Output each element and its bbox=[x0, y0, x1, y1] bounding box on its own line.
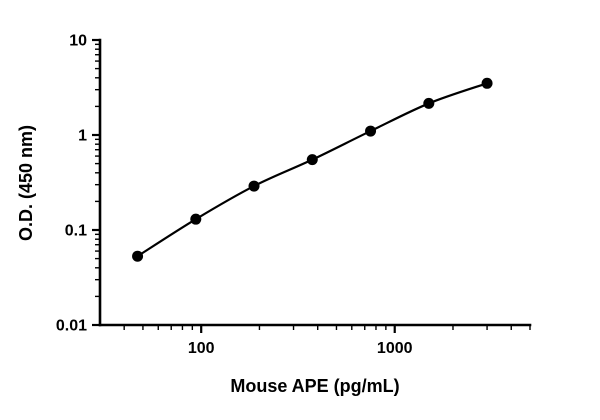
data-point-marker bbox=[306, 154, 318, 166]
x-tick-label: 100 bbox=[188, 340, 215, 357]
data-point-marker bbox=[132, 250, 144, 262]
y-tick-label: 0.1 bbox=[65, 223, 87, 240]
data-series-layer bbox=[132, 77, 493, 262]
data-point-marker bbox=[365, 125, 377, 137]
y-tick-label: 1 bbox=[78, 128, 87, 145]
data-point-marker bbox=[190, 213, 202, 225]
data-point-marker bbox=[481, 77, 493, 89]
series-curve bbox=[136, 82, 489, 258]
x-axis-title: Mouse APE (pg/mL) bbox=[230, 376, 399, 396]
y-tick-label: 0.01 bbox=[56, 318, 87, 335]
x-tick-label: 1000 bbox=[377, 340, 413, 357]
data-point-marker bbox=[423, 97, 435, 109]
axes-layer: 100 1000 0.01 0.1 1 10 bbox=[56, 33, 532, 357]
y-tick-label: 10 bbox=[69, 33, 87, 50]
y-axis-title: O.D. (450 nm) bbox=[16, 125, 36, 241]
data-point-marker bbox=[248, 180, 260, 192]
